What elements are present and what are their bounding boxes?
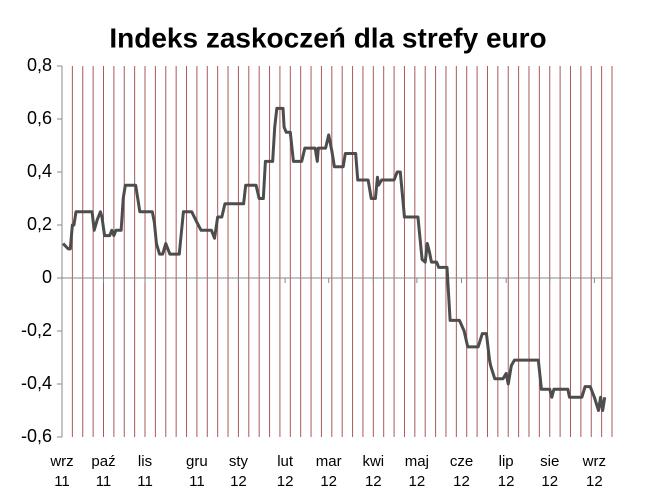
x-tick-label: mar 12	[315, 453, 342, 490]
y-tick-label: -0,2	[21, 320, 52, 340]
x-tick-label: kwi 12	[362, 453, 385, 490]
data-line	[61, 106, 607, 412]
x-tick-label: paź 11	[91, 453, 116, 490]
x-tick-label: sty 12	[228, 453, 248, 490]
y-tick-label: 0,2	[27, 214, 52, 234]
y-tick-label: 0,6	[27, 108, 52, 128]
chart-title: Indeks zaskoczeń dla strefy euro	[109, 22, 546, 53]
x-tick-label: lut 12	[276, 453, 294, 490]
y-tick-label: 0,8	[27, 55, 52, 75]
x-tick-label: sie 12	[540, 453, 560, 490]
y-tick-label: 0,4	[27, 161, 52, 181]
x-tick-label: lip 12	[497, 453, 515, 490]
y-tick-label: -0,4	[21, 373, 52, 393]
x-tick-label: cze 12	[449, 453, 474, 490]
x-tick-label: wrz 12	[582, 453, 606, 490]
x-tick-label: gru 11	[186, 453, 208, 490]
x-tick-label: lis 11	[137, 453, 153, 490]
y-tick-label: -0,6	[21, 426, 52, 446]
y-tick-label: 0	[42, 267, 52, 287]
x-tick-label: maj 12	[404, 453, 429, 490]
x-tick-label: wrz 11	[50, 453, 74, 490]
